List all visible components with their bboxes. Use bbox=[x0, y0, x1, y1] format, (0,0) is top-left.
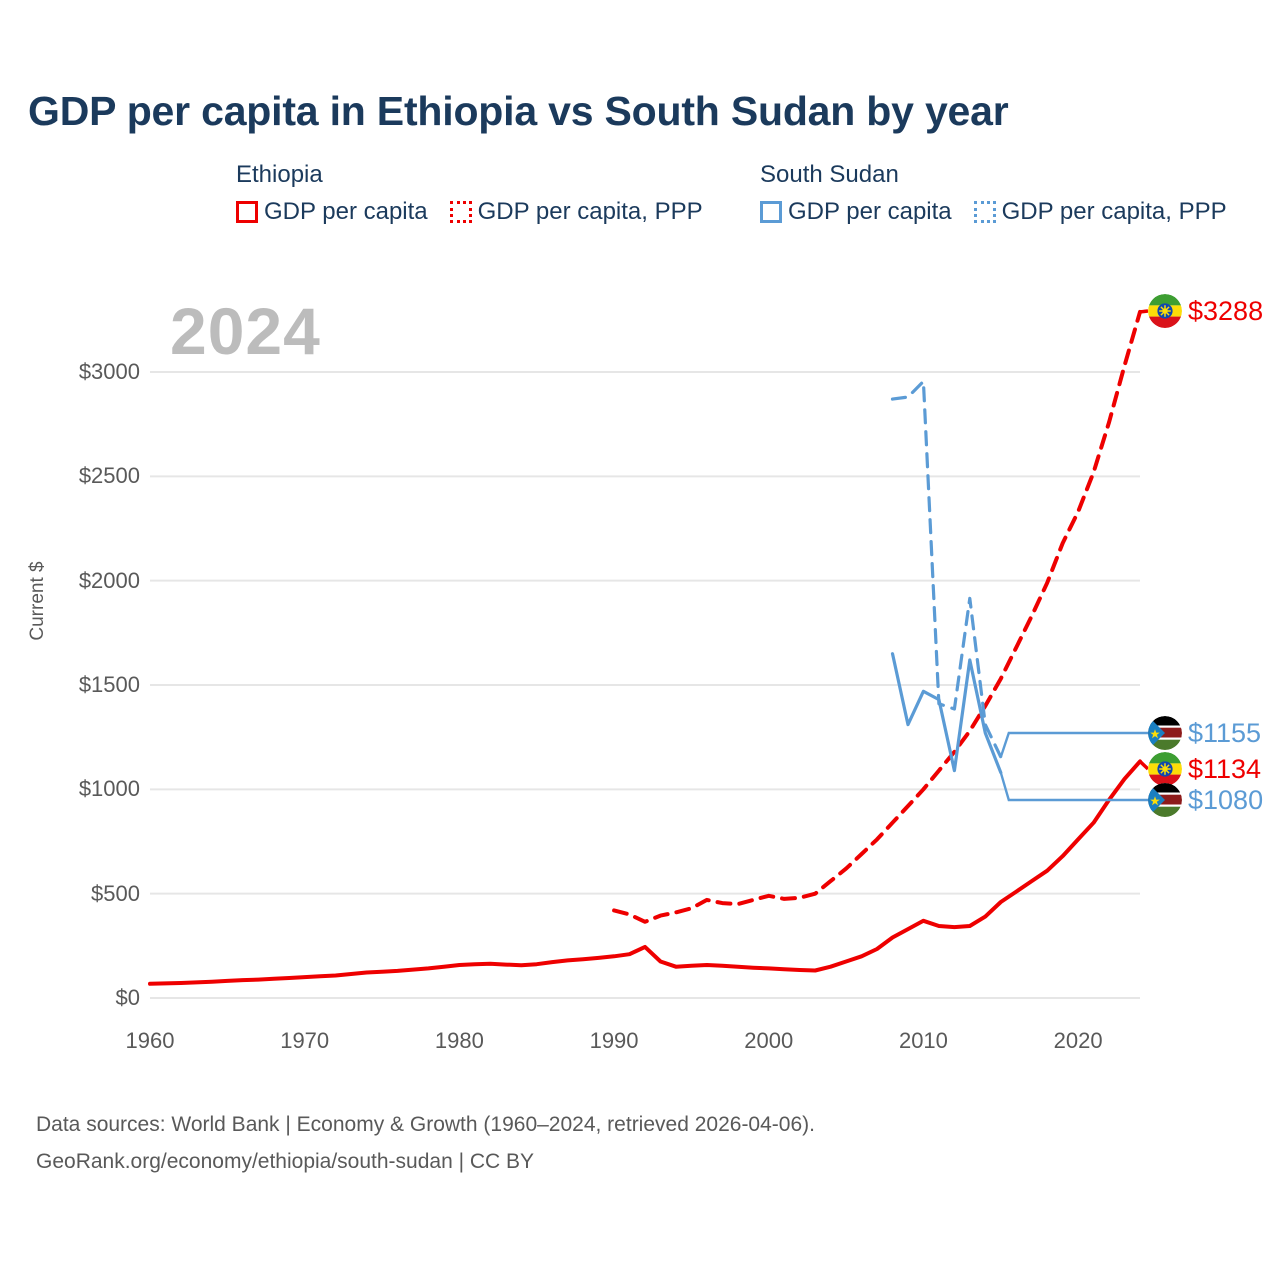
legend-items-south-sudan: GDP per capita GDP per capita, PPP bbox=[760, 199, 1227, 225]
legend-entry-ethiopia-gdp[interactable]: GDP per capita bbox=[236, 199, 428, 225]
x-axis-tick-label: 1990 bbox=[589, 1028, 639, 1053]
x-axis-tick-label: 1960 bbox=[125, 1028, 175, 1053]
y-axis-ticks: $0 $500 $1000 $1500 $2000 $2500 $3000 bbox=[35, 0, 140, 1280]
legend-label-south-sudan-gdp-ppp: GDP per capita, PPP bbox=[1001, 198, 1227, 225]
end-label-ethiopia[interactable]: $1134 bbox=[1148, 752, 1261, 786]
end-label-value: $1155 bbox=[1188, 718, 1262, 748]
leader-line bbox=[1138, 760, 1150, 771]
series-line-3 bbox=[890, 379, 1003, 759]
end-label-south-sudan[interactable]: $1155 bbox=[1148, 716, 1261, 750]
y-axis-tick-label: $0 bbox=[115, 985, 140, 1010]
ethiopia-flag-icon bbox=[1148, 752, 1182, 786]
leader-line bbox=[1139, 309, 1149, 314]
end-label-value: $3288 bbox=[1188, 296, 1264, 326]
legend-swatch-dotted-icon bbox=[449, 201, 472, 223]
legend-swatch-dotted-icon bbox=[973, 201, 996, 223]
end-label-value: $1134 bbox=[1188, 754, 1262, 784]
legend-entry-ethiopia-gdp-ppp[interactable]: GDP per capita, PPP bbox=[449, 198, 703, 225]
y-axis-tick-label: $1500 bbox=[78, 672, 140, 697]
y-axis-tick-label: $2500 bbox=[78, 463, 140, 489]
legend-group-ethiopia: Ethiopia GDP per capita GDP per capita, … bbox=[236, 160, 703, 225]
data-series-layer bbox=[148, 309, 1142, 986]
leader-line bbox=[999, 772, 1148, 802]
legend-items-ethiopia: GDP per capita GDP per capita, PPP bbox=[236, 199, 703, 225]
south-sudan-flag-icon bbox=[1148, 783, 1182, 817]
y-axis-tick-label: $3000 bbox=[78, 359, 140, 384]
ethiopia-flag-icon bbox=[1148, 294, 1182, 328]
legend-label-ethiopia-gdp-ppp: GDP per capita, PPP bbox=[477, 198, 703, 225]
x-axis-tick-label: 1980 bbox=[434, 1028, 484, 1053]
south-sudan-flag-icon bbox=[1148, 716, 1182, 750]
end-label-value: $1080 bbox=[1188, 785, 1264, 815]
leader-lines-layer bbox=[999, 309, 1150, 802]
footer-attribution: GeoRank.org/economy/ethiopia/south-sudan… bbox=[36, 1150, 535, 1173]
legend-label-ethiopia-gdp: GDP per capita bbox=[264, 198, 428, 225]
y-axis-tick-label: $500 bbox=[91, 880, 140, 906]
legend-swatch-solid-icon bbox=[760, 201, 782, 223]
legend-entry-south-sudan-gdp-ppp[interactable]: GDP per capita, PPP bbox=[973, 198, 1227, 225]
x-axis-tick-label: 1970 bbox=[280, 1028, 330, 1053]
y-axis-tick-label: $2000 bbox=[78, 567, 140, 593]
series-line-2 bbox=[890, 652, 1003, 775]
chart-legend: Ethiopia GDP per capita GDP per capita, … bbox=[236, 160, 1256, 240]
series-line-0 bbox=[148, 759, 1142, 986]
leader-line bbox=[999, 731, 1148, 758]
legend-label-south-sudan-gdp: GDP per capita bbox=[788, 198, 952, 225]
legend-group-south-sudan: South Sudan GDP per capita GDP per capit… bbox=[760, 160, 1227, 225]
legend-entry-south-sudan-gdp[interactable]: GDP per capita bbox=[760, 199, 952, 225]
end-label-south-sudan[interactable]: $1080 bbox=[1148, 783, 1263, 817]
end-label-ethiopia[interactable]: $3288 bbox=[1148, 294, 1263, 328]
y-axis-tick-label: $1000 bbox=[78, 776, 140, 802]
legend-swatch-solid-icon bbox=[236, 201, 258, 223]
page-title: GDP per capita in Ethiopia vs South Suda… bbox=[28, 88, 1009, 134]
year-watermark: 2024 bbox=[170, 294, 321, 368]
legend-country-ethiopia: Ethiopia bbox=[236, 161, 323, 188]
legend-country-south-sudan: South Sudan bbox=[760, 161, 899, 188]
x-axis-tick-label: 2010 bbox=[898, 1028, 948, 1053]
x-axis-tick-label: 2020 bbox=[1053, 1028, 1103, 1053]
footer-data-sources: Data sources: World Bank | Economy & Gro… bbox=[36, 1113, 815, 1136]
series-line-1 bbox=[612, 309, 1142, 924]
footer: Data sources: World Bank | Economy & Gro… bbox=[36, 1106, 815, 1180]
gridlines bbox=[150, 371, 1140, 999]
x-axis-tick-label: 2000 bbox=[744, 1028, 794, 1053]
